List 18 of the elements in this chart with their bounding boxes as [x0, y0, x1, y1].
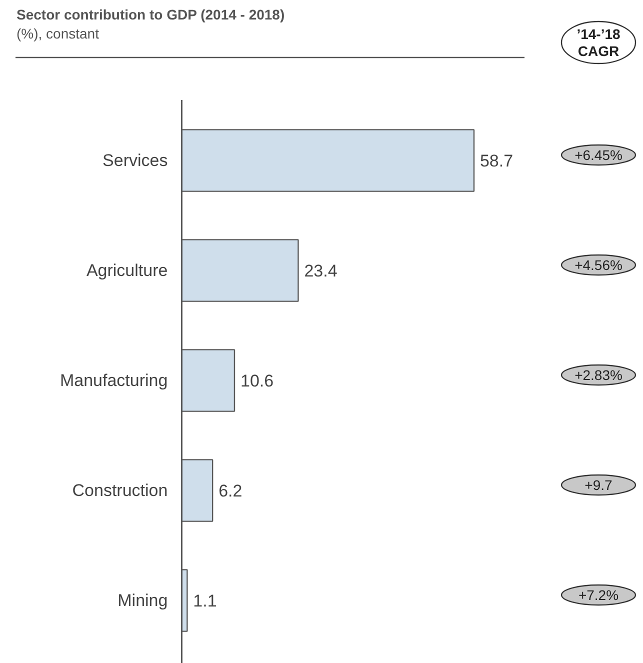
y-tick-label: Agriculture [86, 261, 168, 280]
text: ’14-’18 CAGR [576, 26, 621, 59]
data-label: 23.4 [304, 262, 338, 280]
data-label: 58.7 [480, 152, 514, 170]
y-tick-label: Manufacturing [60, 371, 168, 390]
text: +7.2% [578, 587, 619, 603]
text: +2.83% [574, 367, 622, 383]
data-label: 6.2 [218, 482, 242, 500]
y-tick-label: Mining [118, 591, 168, 610]
data-label: 1.1 [193, 592, 217, 610]
chart-title: Sector contribution to GDP (2014 - 2018) [16, 6, 285, 22]
text: +4.56% [574, 257, 622, 273]
text: +6.45% [574, 147, 622, 163]
y-tick-label: Construction [72, 481, 168, 500]
y-tick-label: Services [102, 151, 168, 170]
text: +9.7 [584, 477, 613, 493]
text: (%), constant [16, 26, 100, 42]
data-label: 10.6 [240, 372, 274, 390]
